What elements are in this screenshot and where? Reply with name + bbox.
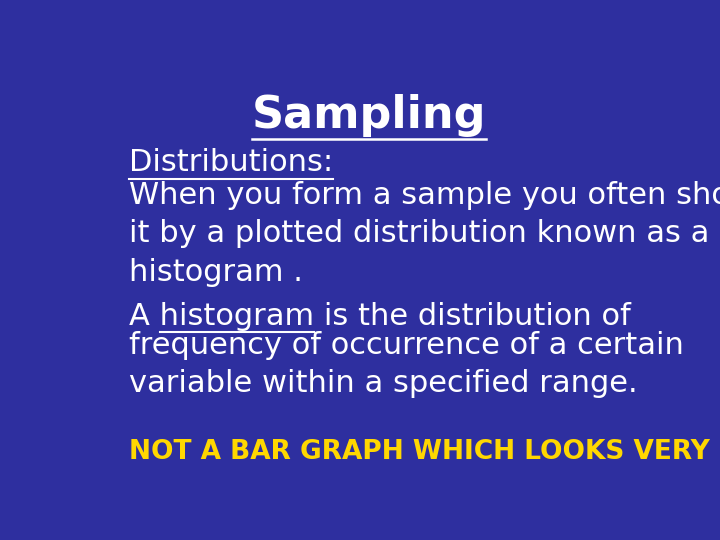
Text: When you form a sample you often show
it by a plotted distribution known as a
hi: When you form a sample you often show it…	[129, 181, 720, 287]
Text: A histogram: A histogram	[129, 302, 314, 331]
Text: frequency of occurrence of a certain
variable within a specified range.: frequency of occurrence of a certain var…	[129, 331, 684, 398]
Text: Sampling: Sampling	[252, 94, 486, 137]
Text: A histogram is the distribution of: A histogram is the distribution of	[129, 302, 631, 331]
Text: Distributions:: Distributions:	[129, 148, 333, 177]
Text: NOT A BAR GRAPH WHICH LOOKS VERY SIMILAR: NOT A BAR GRAPH WHICH LOOKS VERY SIMILAR	[129, 439, 720, 465]
Text: A: A	[129, 302, 160, 331]
